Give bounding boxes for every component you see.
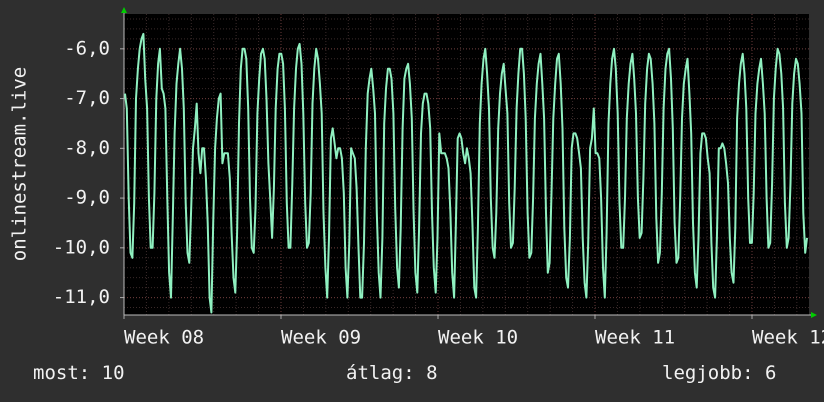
- axes: [120, 7, 817, 319]
- current-value: most: 10: [33, 362, 125, 384]
- x-tick-label: Week 11: [595, 327, 675, 349]
- y-tick-label: -7,0: [64, 87, 110, 109]
- y-tick-label: -6,0: [64, 37, 110, 59]
- x-tick-label: Week 08: [124, 327, 204, 349]
- y-axis-arrow: [121, 7, 127, 13]
- y-tick-label: -11,0: [53, 286, 110, 308]
- x-tick-label: Week 10: [438, 327, 518, 349]
- x-axis-arrow: [811, 312, 817, 318]
- best-value: legjobb: 6: [662, 362, 777, 384]
- y-tick-label: -9,0: [64, 187, 110, 209]
- y-tick-label: -8,0: [64, 137, 110, 159]
- series-line: [124, 32, 808, 314]
- x-tick-label: Week 09: [281, 327, 361, 349]
- tick-labels: -6,0 -7,0 -8,0 -9,0 -10,0 -11,0 Week 08 Week 09…: [53, 37, 824, 348]
- y-axis-label: onlinestream.live: [9, 67, 31, 261]
- x-tick-label: Week 12: [752, 327, 824, 349]
- y-tick-label: -10,0: [53, 236, 110, 258]
- average-value: átlag: 8: [346, 362, 438, 384]
- series-layer: [124, 32, 808, 314]
